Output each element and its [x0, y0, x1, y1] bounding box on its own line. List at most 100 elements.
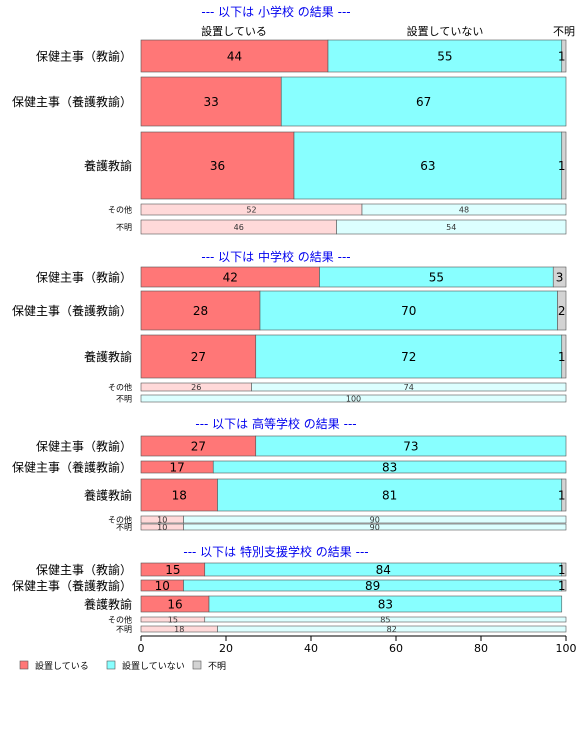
bar-segment-yes	[140, 290, 261, 331]
row-label: 不明	[116, 523, 132, 532]
data-label: 72	[401, 350, 416, 364]
row-label: 不明	[116, 625, 132, 634]
legend-swatch-yes	[19, 660, 29, 670]
data-label: 83	[382, 460, 397, 474]
data-label: 15	[168, 615, 178, 624]
section-title: --- 以下は 高等学校 の結果 ---	[195, 416, 356, 431]
data-label: 89	[365, 579, 380, 593]
row-label: 保健主事（教諭）	[36, 48, 132, 63]
bar-segment-no	[140, 394, 567, 403]
row-label: 保健主事（教諭）	[36, 562, 132, 577]
bar-segment-unknown	[561, 334, 567, 379]
bar-segment-unknown	[561, 562, 567, 577]
data-label: 1	[558, 579, 566, 593]
data-label: 100	[346, 394, 361, 403]
row-label: 不明	[116, 394, 132, 403]
bar-segment-no	[217, 625, 567, 633]
bar-row: 養護教諭 18 81 1	[84, 478, 567, 512]
data-label: 10	[157, 515, 167, 524]
bar-segment-no	[212, 460, 567, 474]
data-label: 44	[227, 49, 242, 63]
bar-row: その他 26 74	[108, 382, 567, 392]
bar-segment-no	[183, 523, 567, 531]
x-tick-label: 80	[474, 642, 488, 655]
x-tick-label: 0	[138, 642, 145, 655]
data-label: 15	[165, 563, 180, 577]
data-label: 1	[558, 49, 566, 63]
bar-segment-no	[217, 478, 563, 512]
data-label: 16	[167, 597, 182, 611]
data-label: 73	[403, 439, 418, 453]
bar-segment-unknown	[557, 290, 567, 331]
row-label: その他	[108, 204, 132, 214]
data-label: 70	[401, 304, 416, 318]
data-label: 90	[370, 523, 380, 532]
row-label: その他	[108, 382, 132, 392]
header-label-yes: 設置している	[201, 24, 267, 38]
x-tick-label: 20	[219, 642, 233, 655]
legend: 設置している 設置していない 不明	[19, 660, 226, 672]
bar-row: 養護教諭 36 63 1	[84, 131, 567, 200]
bar-row: 不明 10 90	[116, 523, 567, 532]
bar-segment-no	[259, 290, 558, 331]
data-label: 54	[446, 223, 456, 232]
x-tick-label: 100	[556, 642, 577, 655]
bar-row: 保健主事（養護教諭） 33 67	[12, 76, 567, 127]
row-label: その他	[108, 614, 132, 624]
data-label: 48	[459, 205, 469, 214]
row-label: 養護教諭	[84, 158, 132, 173]
bar-segment-no	[208, 595, 563, 613]
row-label: 保健主事（教諭）	[36, 269, 132, 284]
bar-segment-unknown	[561, 39, 567, 73]
header-label-no: 設置していない	[407, 24, 484, 38]
data-label: 2	[558, 304, 566, 318]
bar-row: 保健主事（教諭） 27 73	[36, 435, 567, 457]
bar-row: 保健主事（養護教諭） 28 70 2	[12, 290, 567, 331]
data-label: 10	[157, 523, 167, 532]
legend-label-yes: 設置している	[35, 660, 89, 672]
bar-segment-no	[204, 616, 567, 623]
row-label: 養護教諭	[84, 487, 132, 502]
data-label: 82	[387, 625, 397, 634]
section-title: --- 以下は 小学校 の結果 ---	[201, 4, 350, 19]
row-label: 不明	[116, 223, 132, 232]
data-label: 55	[437, 49, 452, 63]
bar-segment-no	[336, 219, 567, 235]
data-label: 27	[191, 439, 206, 453]
bar-row: 保健主事（養護教諭） 17 83	[12, 459, 567, 474]
x-tick-label: 40	[304, 642, 318, 655]
legend-swatch-unknown	[192, 660, 202, 670]
legend-label-no: 設置していない	[122, 660, 185, 672]
bar-row: その他 52 48	[108, 203, 567, 216]
bar-row: 保健主事（養護教諭） 10 89 1	[12, 578, 567, 593]
bar-segment-yes	[140, 478, 218, 512]
bar-segment-no	[251, 382, 567, 392]
data-label: 17	[169, 460, 184, 474]
section-3: --- 以下は 高等学校 の結果 --- 保健主事（教諭） 27 73 保健主事（養護教…	[12, 416, 567, 532]
data-label: 67	[416, 95, 431, 109]
data-label: 1	[558, 488, 566, 502]
section-2: --- 以下は 中学校 の結果 --- 保健主事（教諭） 42 55 3 保健主事（養護教…	[12, 249, 567, 403]
data-label: 90	[370, 515, 380, 524]
row-label: 保健主事（養護教諭）	[12, 578, 132, 593]
data-label: 36	[210, 159, 225, 173]
data-label: 85	[380, 615, 390, 624]
bar-row: 不明 100	[116, 394, 567, 403]
row-label: その他	[108, 514, 132, 524]
row-label: 保健主事（養護教諭）	[12, 94, 132, 109]
bar-segment-unknown	[561, 131, 567, 200]
data-label: 52	[246, 205, 256, 214]
row-label: 養護教諭	[84, 596, 132, 611]
data-label: 63	[420, 159, 435, 173]
x-axis: 0 20 40 60 80 100	[138, 635, 577, 655]
bar-row: 保健主事（教諭） 42 55 3	[36, 266, 567, 288]
bar-row: その他 10 90	[108, 514, 567, 524]
bar-row: 養護教諭 16 83	[84, 595, 563, 613]
section-title: --- 以下は 中学校 の結果 ---	[201, 249, 350, 264]
bar-row: 不明 46 54	[116, 219, 567, 235]
data-label: 1	[558, 563, 566, 577]
data-label: 74	[404, 383, 414, 392]
data-label: 26	[191, 383, 201, 392]
bar-segment-no	[280, 76, 567, 127]
